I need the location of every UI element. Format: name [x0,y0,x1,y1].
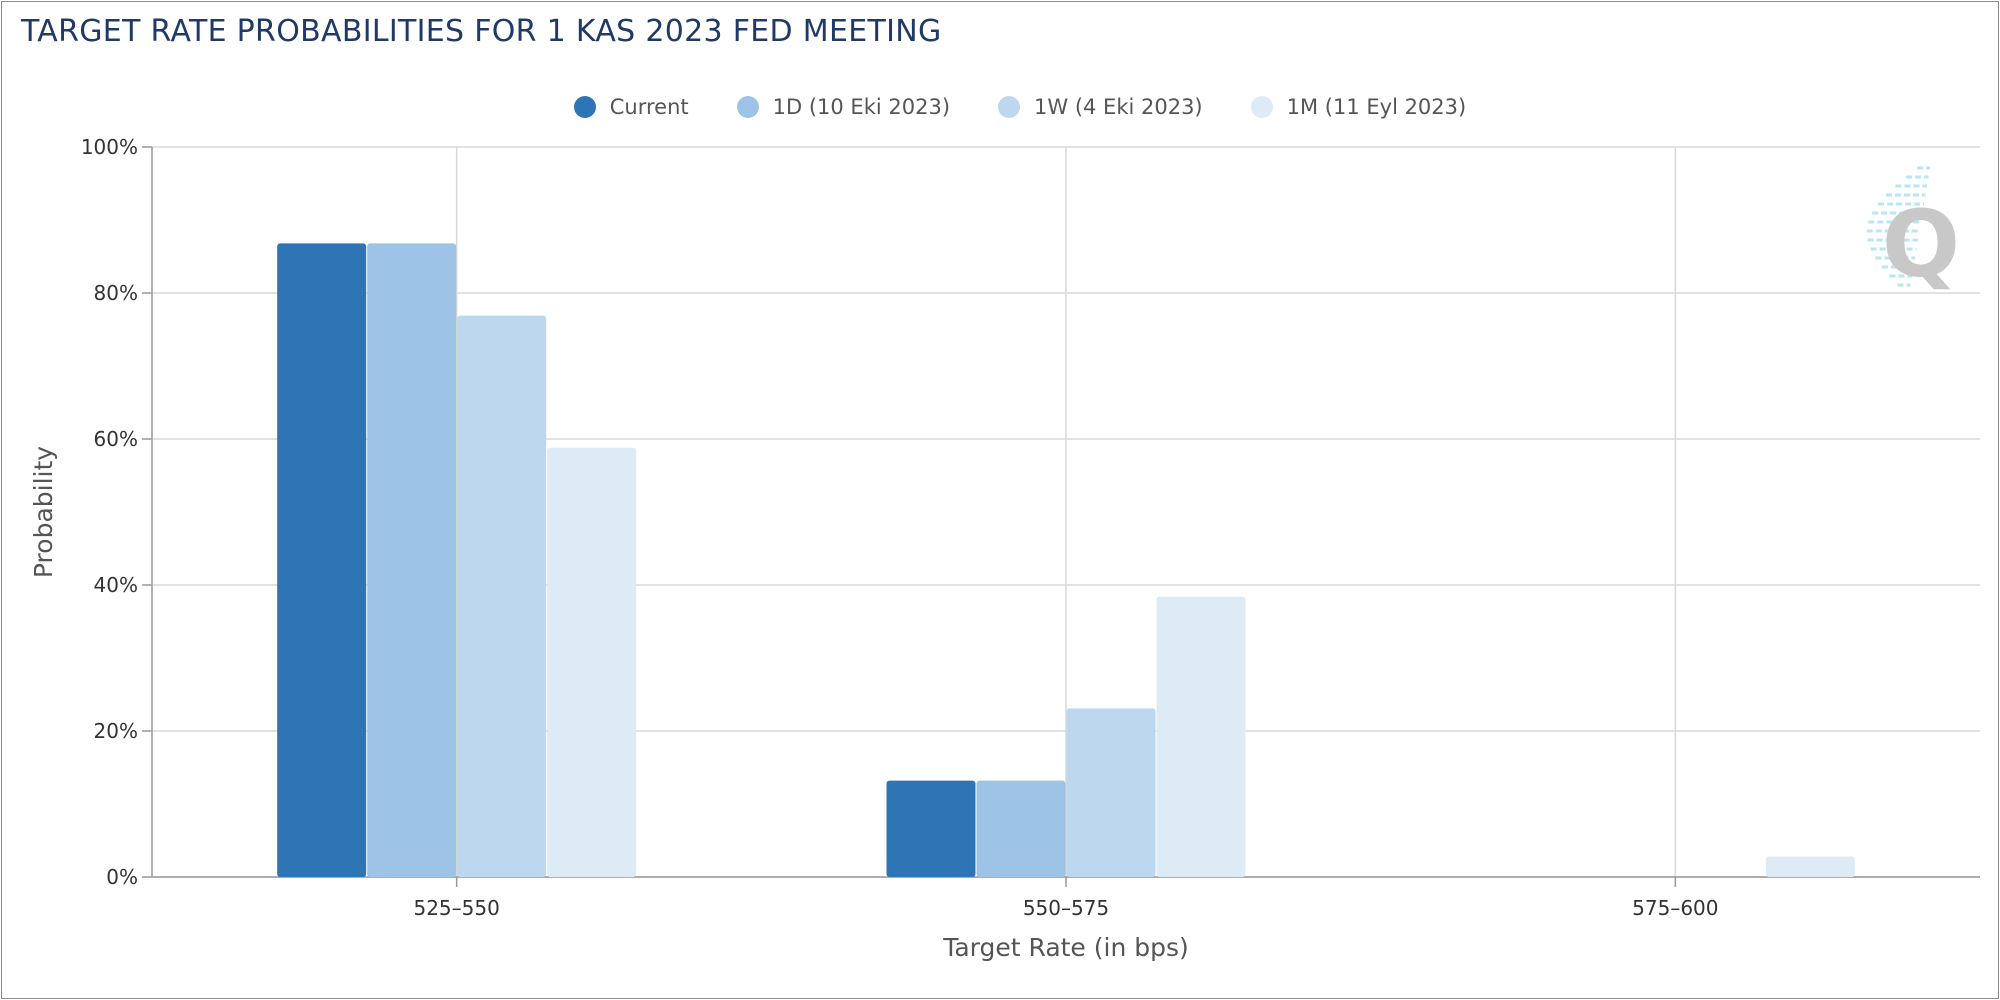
bar-current [886,780,976,877]
legend-marker [998,96,1021,118]
bar-1w [457,315,547,877]
legend-marker [573,96,596,118]
legend-item-2[interactable]: 1W (4 Eki 2023) [998,95,1203,119]
bar-1m [547,447,637,877]
legend-item-0[interactable]: Current [573,95,689,119]
legend-item-3[interactable]: 1M (11 Eyl 2023) [1250,95,1467,119]
x-tick-label: 525–550 [413,896,499,920]
y-axis-title: Probability [29,446,58,578]
x-tick-label: 550–575 [1023,896,1109,920]
legend-label: 1D (10 Eki 2023) [772,95,951,119]
legend-label: 1M (11 Eyl 2023) [1286,95,1467,119]
y-tick-label: 60% [94,427,138,451]
q-logo-icon: Q [1866,166,1960,298]
x-axis-title: Target Rate (in bps) [942,933,1189,962]
y-tick-label: 80% [94,281,138,305]
legend-item-1[interactable]: 1D (10 Eki 2023) [736,95,951,119]
legend-label: 1W (4 Eki 2023) [1034,95,1203,119]
y-tick-label: 100% [81,135,138,159]
bar-1m [1156,596,1246,877]
y-tick-label: 0% [106,865,138,889]
bar-current [277,243,367,878]
bar-1d [367,243,457,878]
bar-1d [976,780,1066,877]
bar-1w [1066,708,1156,877]
svg-text:Q: Q [1882,191,1960,298]
chart-title: TARGET RATE PROBABILITIES FOR 1 KAS 2023… [21,14,942,49]
legend-marker [1250,96,1273,118]
bar-1m [1765,856,1855,877]
legend-marker [736,96,759,118]
legend-label: Current [609,95,689,119]
chart-legend: Current 1D (10 Eki 2023) 1W (4 Eki 2023) 1M… [0,90,2000,124]
y-tick-label: 40% [94,573,138,597]
x-tick-label: 575–600 [1632,896,1718,920]
y-tick-label: 20% [94,719,138,743]
